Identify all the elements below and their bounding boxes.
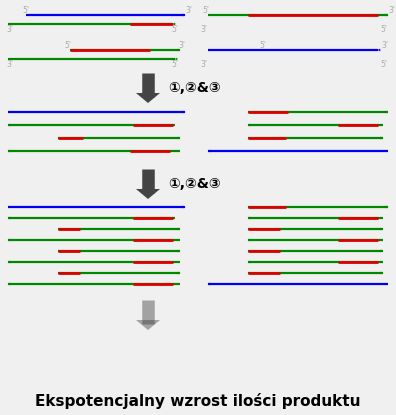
Text: 3': 3' xyxy=(200,24,208,34)
Polygon shape xyxy=(136,320,160,330)
Text: 3': 3' xyxy=(185,5,192,15)
Polygon shape xyxy=(136,93,160,103)
Text: 5': 5' xyxy=(381,59,388,68)
Text: ①,②&③: ①,②&③ xyxy=(168,177,221,191)
Text: 3': 3' xyxy=(381,41,388,49)
Text: 5': 5' xyxy=(381,24,388,34)
Text: 5': 5' xyxy=(171,59,179,68)
Text: 5': 5' xyxy=(23,5,29,15)
Text: 3': 3' xyxy=(6,59,13,68)
Text: 3': 3' xyxy=(200,59,208,68)
Text: 3': 3' xyxy=(388,5,396,15)
Text: 3': 3' xyxy=(179,41,185,49)
Text: 3': 3' xyxy=(6,24,13,34)
Text: 5': 5' xyxy=(259,41,267,49)
Text: 5': 5' xyxy=(202,5,209,15)
Text: ①,②&③: ①,②&③ xyxy=(168,81,221,95)
Text: Ekspotencjalny wzrost ilości produktu: Ekspotencjalny wzrost ilości produktu xyxy=(35,393,361,409)
Text: 5': 5' xyxy=(171,24,179,34)
Polygon shape xyxy=(136,189,160,199)
Text: 5': 5' xyxy=(65,41,72,49)
